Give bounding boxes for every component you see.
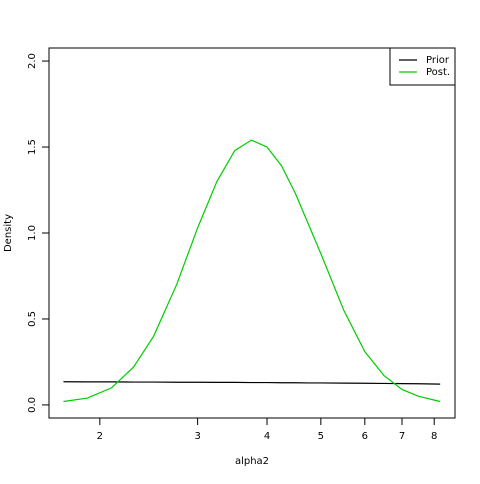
y-tick-label: 1.0 [27,225,38,241]
legend-label: Prior [426,55,450,66]
y-tick-label: 0.0 [27,397,38,413]
x-tick-label: 7 [399,431,405,442]
x-tick-label: 5 [318,431,324,442]
line [63,139,441,403]
y-tick-label: 1.5 [27,139,38,155]
x-tick-label: 3 [194,431,200,442]
line [63,381,441,385]
y-tick-label: 0.5 [27,311,38,327]
legend-box [389,47,456,86]
x-tick-label: 6 [362,431,368,442]
x-tick-label: 4 [264,431,270,442]
x-tick-label: 2 [97,431,103,442]
y-axis-label: Density [3,214,14,252]
plot-box [48,47,456,419]
x-axis-label: alpha2 [235,456,269,467]
legend-label: Post. [426,67,450,78]
x-tick-label: 8 [431,431,437,442]
y-tick-label: 2.0 [27,53,38,69]
